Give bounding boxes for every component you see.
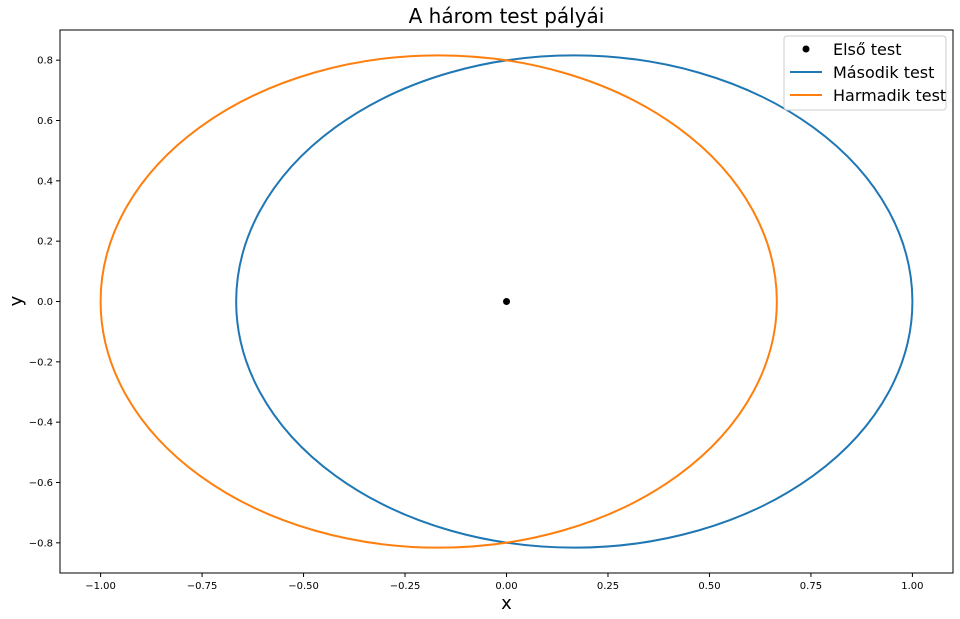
x-tick-label: 0.25: [597, 581, 619, 592]
x-tick-label: −0.75: [187, 581, 218, 592]
legend-entries: Első test Második test Harmadik test: [790, 40, 946, 105]
legend-box: [783, 35, 947, 111]
x-tick-label: 0.75: [800, 581, 822, 592]
series-line-1: [235, 54, 914, 549]
x-tick-label: −0.50: [288, 581, 319, 592]
plot-area: −1.00 −0.75 −0.50 −0.25 0.00 0.25 0.50 0.75 1.00…: [29, 29, 954, 592]
y-tick-label: 0.8: [37, 56, 53, 67]
y-tick-label: −0.4: [29, 418, 53, 429]
legend-marker: [802, 45, 810, 53]
x-tick-label: 1.00: [901, 581, 923, 592]
chart-title: A három test pályái: [409, 4, 605, 28]
y-axis-label: y: [6, 295, 27, 306]
legend-label: Harmadik test: [833, 86, 946, 105]
y-tick-label: −0.8: [29, 538, 53, 549]
y-tick-label: 0.6: [37, 116, 53, 127]
y-tick-label: −0.2: [29, 357, 53, 368]
y-axis-ticks: −0.8 −0.6 −0.4 −0.2 0.0 0.2 0.4 0.6 0.8: [29, 56, 60, 549]
y-tick-label: 0.0: [37, 297, 53, 308]
legend-label: Második test: [833, 63, 934, 82]
series-point-0: [503, 298, 510, 305]
x-tick-label: 0.50: [698, 581, 720, 592]
series-layer: [99, 54, 914, 549]
y-tick-label: −0.6: [29, 478, 53, 489]
legend-label: Első test: [833, 40, 902, 59]
series-line-2: [99, 54, 778, 549]
x-tick-label: −0.25: [390, 581, 421, 592]
x-axis-label: x: [501, 593, 512, 614]
y-tick-label: 0.2: [37, 237, 53, 248]
legend: Első test Második test Harmadik test: [783, 35, 947, 111]
y-tick-label: 0.4: [37, 176, 53, 187]
x-tick-label: −1.00: [85, 581, 116, 592]
x-axis-ticks: −1.00 −0.75 −0.50 −0.25 0.00 0.25 0.50 0.75 1.00: [85, 573, 924, 592]
x-tick-label: 0.00: [495, 581, 517, 592]
